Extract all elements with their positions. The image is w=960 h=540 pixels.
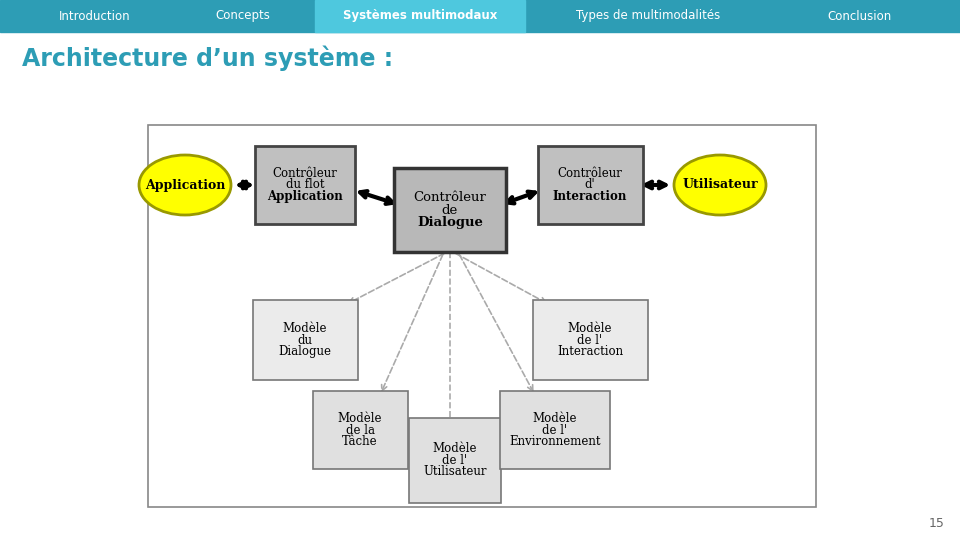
Text: de: de [442,204,458,217]
Text: Contrôleur: Contrôleur [558,167,622,180]
FancyBboxPatch shape [394,168,506,252]
Text: Architecture d’un système :: Architecture d’un système : [22,45,394,71]
Text: Interaction: Interaction [553,190,627,203]
Text: Utilisateur: Utilisateur [423,465,487,478]
Bar [315,0,525,32]
Text: Application: Application [267,190,343,203]
Bar [148,125,816,507]
Ellipse shape [139,155,231,215]
FancyBboxPatch shape [533,300,647,380]
FancyBboxPatch shape [500,391,610,469]
Ellipse shape [674,155,766,215]
Text: de l': de l' [443,454,468,467]
Text: Types de multimodalités: Types de multimodalités [576,10,720,23]
Text: Modèle: Modèle [533,412,577,425]
Text: du flot: du flot [286,179,324,192]
Text: Environnement: Environnement [509,435,601,448]
Text: Contrôleur: Contrôleur [273,167,337,180]
Text: Contrôleur: Contrôleur [414,191,487,204]
Text: Modèle: Modèle [433,442,477,455]
Bar [0,0,960,32]
Text: 15: 15 [929,517,945,530]
Text: d': d' [585,179,595,192]
Text: Utilisateur: Utilisateur [683,179,757,192]
FancyBboxPatch shape [255,146,355,224]
Text: Modèle: Modèle [338,412,382,425]
Text: Systèmes multimodaux: Systèmes multimodaux [343,10,497,23]
Text: Introduction: Introduction [60,10,131,23]
Text: Application: Application [145,179,226,192]
Text: du: du [298,334,313,347]
Text: Modèle: Modèle [283,322,327,335]
Text: Modèle: Modèle [567,322,612,335]
FancyBboxPatch shape [409,417,501,503]
Text: Concepts: Concepts [216,10,271,23]
FancyBboxPatch shape [313,391,407,469]
Text: Dialogue: Dialogue [278,345,331,358]
Text: Tâche: Tâche [342,435,378,448]
Text: de l': de l' [577,334,603,347]
Text: Conclusion: Conclusion [828,10,892,23]
Text: Interaction: Interaction [557,345,623,358]
Text: de la: de la [346,423,374,436]
FancyBboxPatch shape [538,146,642,224]
FancyBboxPatch shape [252,300,357,380]
Text: de l': de l' [542,423,567,436]
Text: Dialogue: Dialogue [417,217,483,230]
